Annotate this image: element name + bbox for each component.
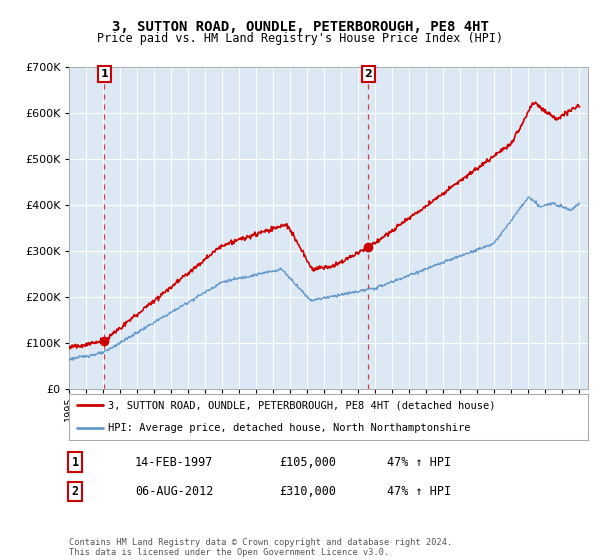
Text: 14-FEB-1997: 14-FEB-1997 [135,455,214,469]
Text: 06-AUG-2012: 06-AUG-2012 [135,485,214,498]
Text: 1: 1 [101,69,109,79]
Text: Contains HM Land Registry data © Crown copyright and database right 2024.
This d: Contains HM Land Registry data © Crown c… [69,538,452,557]
Text: HPI: Average price, detached house, North Northamptonshire: HPI: Average price, detached house, Nort… [108,423,470,433]
Text: 1: 1 [71,455,79,469]
Text: 47% ↑ HPI: 47% ↑ HPI [387,485,451,498]
Text: £105,000: £105,000 [279,455,336,469]
Text: 3, SUTTON ROAD, OUNDLE, PETERBOROUGH, PE8 4HT (detached house): 3, SUTTON ROAD, OUNDLE, PETERBOROUGH, PE… [108,400,496,410]
Text: 3, SUTTON ROAD, OUNDLE, PETERBOROUGH, PE8 4HT: 3, SUTTON ROAD, OUNDLE, PETERBOROUGH, PE… [112,20,488,34]
Text: 2: 2 [364,69,372,79]
Text: 47% ↑ HPI: 47% ↑ HPI [387,455,451,469]
Text: Price paid vs. HM Land Registry's House Price Index (HPI): Price paid vs. HM Land Registry's House … [97,32,503,45]
Text: £310,000: £310,000 [279,485,336,498]
Text: 2: 2 [71,485,79,498]
